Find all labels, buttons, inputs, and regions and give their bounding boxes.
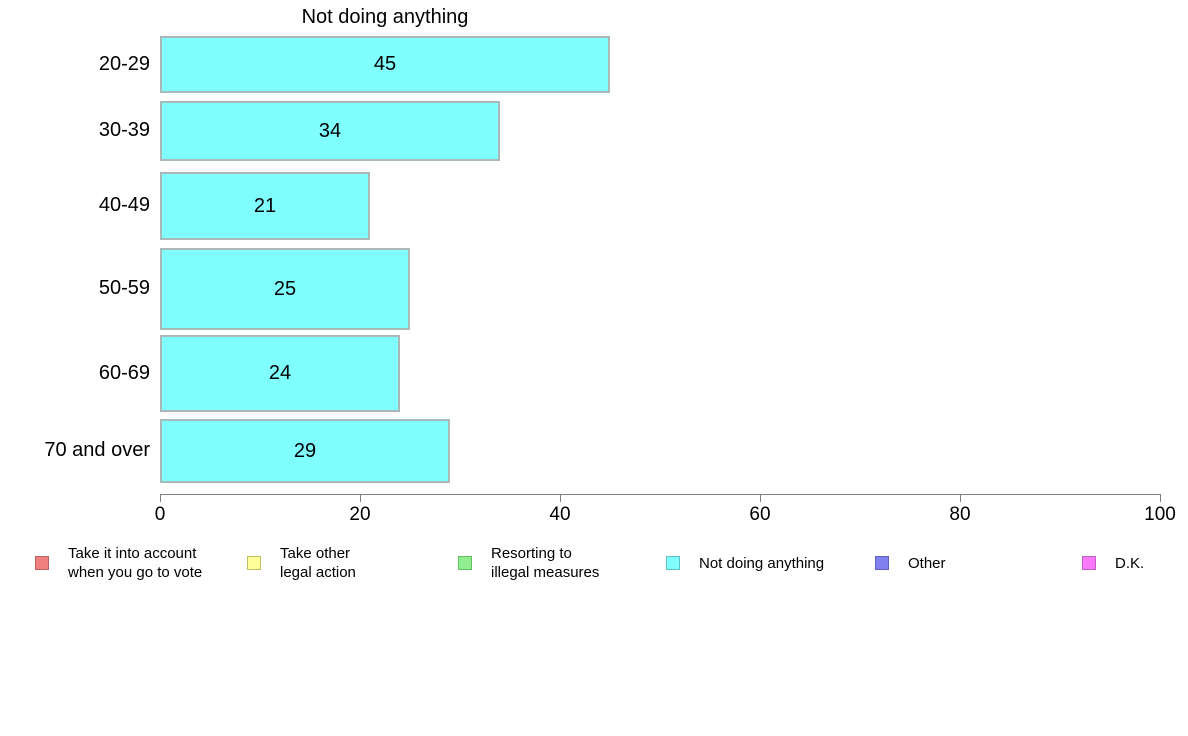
category-label: 20-29 (98, 52, 150, 75)
category-label: 50-59 (98, 277, 150, 299)
axis-tick (1160, 494, 1161, 502)
category-label: 70 and over (44, 439, 150, 461)
bar: 45 (160, 36, 610, 93)
bar: 25 (160, 248, 410, 330)
bar: 24 (160, 335, 400, 412)
axis-tick-label: 20 (349, 504, 371, 525)
category-label: 40-49 (98, 194, 150, 216)
legend-label: Take it into account when you go to vote (68, 545, 203, 581)
bar-value-label: 29 (293, 439, 317, 462)
axis-tick-label: 0 (154, 504, 166, 525)
axis-tick-label: 100 (1144, 504, 1176, 525)
axis-tick (360, 494, 361, 502)
legend-label: D.K. (1115, 555, 1145, 572)
axis-tick-label: 40 (549, 504, 571, 525)
legend-label: Take other legal action (280, 545, 356, 581)
category-label: 60-69 (98, 361, 150, 384)
bar: 34 (160, 101, 500, 161)
bar-value-label: 21 (253, 194, 277, 217)
axis-tick-label: 80 (949, 504, 971, 525)
legend-swatch (666, 556, 680, 570)
bar-value-label: 45 (373, 53, 397, 75)
legend-swatch (875, 556, 889, 570)
chart-title: Not doing anything (301, 6, 469, 28)
legend-swatch (458, 556, 472, 570)
bar: 21 (160, 172, 370, 240)
axis-tick-label: 60 (749, 504, 771, 525)
bar: 29 (160, 419, 450, 483)
bar-value-label: 25 (273, 277, 297, 300)
bar-value-label: 34 (318, 119, 342, 142)
axis-tick (560, 494, 561, 502)
x-axis-line (160, 494, 1161, 495)
axis-tick (160, 494, 161, 502)
axis-tick (960, 494, 961, 502)
legend-swatch (35, 556, 49, 570)
legend-label: Resorting to illegal measures (491, 545, 600, 581)
legend-label: Other (908, 555, 946, 572)
legend-label: Not doing anything (699, 555, 825, 572)
category-label: 30-39 (98, 119, 150, 141)
legend-swatch (1082, 556, 1096, 570)
axis-tick (760, 494, 761, 502)
bar-value-label: 24 (268, 362, 292, 384)
legend-swatch (247, 556, 261, 570)
